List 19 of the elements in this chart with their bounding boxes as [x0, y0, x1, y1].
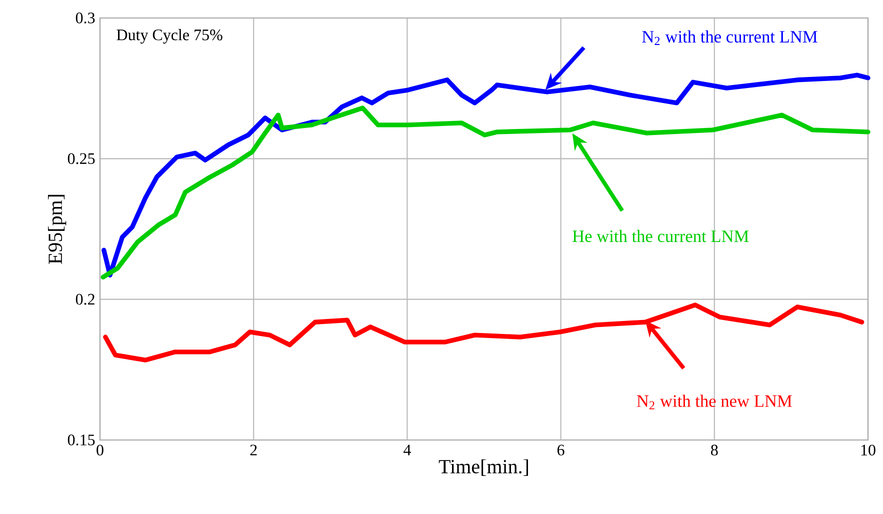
y-tick-label: 0.15	[68, 434, 95, 446]
x-tick-label: 8	[711, 444, 718, 456]
series-label: N$_{2}$ with the current LNM	[642, 30, 818, 45]
y-tick-label: 0.25	[68, 153, 95, 164]
x-tick-label: 10	[861, 444, 876, 456]
line-series	[100, 106, 870, 280]
y-axis-title: E95[pm]	[48, 194, 66, 264]
x-tick-label: 4	[404, 444, 411, 456]
annotation: Duty Cycle 75%	[116, 29, 222, 44]
text: N$_{2}$ with the new LNM	[636, 394, 792, 410]
text: He with the current LNM	[572, 230, 749, 242]
x-axis-title: Time[min.]	[438, 459, 528, 476]
x-tick-label: 0	[96, 444, 104, 456]
x-tick-label: 6	[557, 444, 564, 456]
y-tick-label: 0.2	[76, 294, 94, 305]
y-tick-label: 0.3	[76, 12, 95, 24]
line-series	[102, 72, 870, 278]
line-series	[103, 302, 864, 362]
x-tick-label: 2	[250, 444, 257, 456]
